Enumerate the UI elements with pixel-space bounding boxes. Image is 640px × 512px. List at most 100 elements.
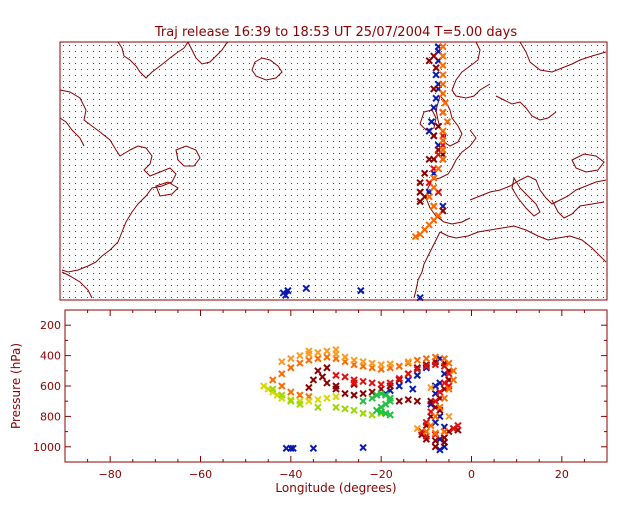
pressure-point-yellow bbox=[260, 382, 268, 390]
map-point-darkred bbox=[432, 64, 440, 72]
pressure-point-darkred bbox=[431, 443, 440, 451]
map-point-darkred bbox=[430, 85, 438, 93]
map-point-blue bbox=[281, 291, 290, 300]
coast-black-sea bbox=[571, 153, 605, 173]
coast-labrador bbox=[59, 117, 85, 147]
pressure-point-red bbox=[440, 379, 449, 387]
map-point-orange bbox=[434, 164, 443, 173]
pressure-point-orange bbox=[296, 391, 304, 399]
pressure-point-yellow bbox=[332, 392, 340, 401]
pressure-point-green bbox=[359, 397, 367, 405]
coast-iceland bbox=[251, 57, 283, 81]
map-point-orange bbox=[411, 232, 420, 241]
pressure-point-red bbox=[454, 421, 462, 430]
coast-italy bbox=[511, 176, 541, 217]
pressure-point-red bbox=[332, 371, 340, 380]
y-axis-label: Pressure (hPa) bbox=[9, 343, 23, 429]
pressure-point-blue bbox=[431, 382, 440, 390]
pressure-point-orange bbox=[431, 353, 440, 361]
pressure-point-green bbox=[381, 400, 390, 408]
pressure-point-darkred bbox=[323, 364, 331, 372]
map-point-orange bbox=[441, 99, 449, 107]
pressure-point-darkred bbox=[314, 367, 322, 375]
coast-britain bbox=[435, 95, 463, 147]
map-point-orange bbox=[425, 193, 433, 201]
map-point-darkred bbox=[416, 179, 424, 187]
pressure-point-red bbox=[368, 379, 376, 387]
pressure-point-red bbox=[449, 424, 458, 433]
pressure-point-darkred bbox=[368, 388, 376, 396]
pressure-point-orange bbox=[422, 354, 431, 363]
pressure-point-darkred bbox=[440, 438, 449, 446]
pressure-point-darkred bbox=[350, 391, 358, 399]
pressure-point-lightorange bbox=[445, 412, 453, 421]
pressure-point-lightorange bbox=[404, 357, 412, 366]
pressure-point-lime bbox=[341, 405, 349, 413]
pressure-point-darkred bbox=[305, 383, 313, 392]
pressure-point-lightorange bbox=[413, 424, 422, 433]
pressure-point-blue bbox=[404, 376, 412, 384]
pressure-point-yellow bbox=[287, 395, 295, 404]
map-point-orange bbox=[439, 108, 447, 117]
x-tick-label: −20 bbox=[370, 468, 393, 481]
pressure-point-blue bbox=[409, 385, 417, 393]
pressure-point-lime bbox=[314, 403, 322, 411]
pressure-point-darkred bbox=[318, 373, 327, 381]
pressure-point-orange bbox=[323, 353, 331, 361]
pressure-point-lime bbox=[350, 406, 358, 415]
coast-nova-scotia bbox=[155, 181, 179, 197]
pressure-point-lightorange bbox=[386, 360, 394, 368]
map-point-blue bbox=[357, 286, 365, 295]
pressure-point-orange bbox=[296, 359, 304, 367]
map-panel bbox=[59, 41, 608, 302]
coast-north-africa bbox=[439, 225, 607, 263]
pressure-point-red bbox=[431, 361, 440, 369]
pressure-point-lime bbox=[359, 409, 367, 418]
pressure-point-darkred bbox=[341, 389, 349, 398]
pressure-panel: −80 −60 −40 −20 0 20 200 400 600 800 1000 Longitu… bbox=[9, 309, 608, 495]
map-point-orange bbox=[439, 146, 447, 154]
pressure-point-red bbox=[350, 379, 358, 387]
pressure-point-red bbox=[445, 370, 453, 378]
pressure-point-darkred bbox=[395, 376, 403, 384]
pressure-point-blue bbox=[289, 444, 297, 453]
pressure-point-lightorange bbox=[305, 347, 313, 355]
pressure-point-red bbox=[431, 430, 440, 439]
pressure-point-green bbox=[372, 406, 381, 415]
pressure-point-orange bbox=[314, 354, 322, 363]
pressure-point-green bbox=[368, 394, 376, 402]
x-axis-ticks: −80 −60 −40 −20 0 20 bbox=[64, 310, 608, 481]
pressure-point-orange bbox=[449, 367, 458, 375]
pressure-point-orange bbox=[445, 359, 453, 367]
map-point-orange bbox=[416, 230, 424, 239]
pressure-point-darkred bbox=[309, 376, 318, 384]
map-point-orange bbox=[430, 174, 438, 182]
map-point-darkred bbox=[425, 57, 433, 65]
coast-greenland bbox=[117, 41, 189, 79]
y-tick-label: 200 bbox=[40, 319, 61, 332]
pressure-point-lightorange bbox=[350, 356, 358, 364]
pressure-point-lime bbox=[332, 403, 340, 411]
pressure-point-orange bbox=[404, 359, 412, 367]
coast-greece-turkey bbox=[551, 199, 605, 219]
pressure-point-orange bbox=[278, 370, 286, 378]
pressure-point-lightorange bbox=[332, 345, 340, 354]
x-tick-label: −60 bbox=[189, 468, 212, 481]
map-point-blue bbox=[427, 118, 436, 126]
pressure-point-blue bbox=[413, 371, 422, 380]
pressure-point-blue bbox=[431, 418, 440, 427]
pressure-trajectory-points bbox=[260, 345, 462, 454]
pressure-point-darkred bbox=[323, 379, 331, 387]
map-point-orange bbox=[439, 136, 447, 145]
map-point-orange bbox=[439, 61, 447, 70]
pressure-point-lime bbox=[287, 397, 295, 405]
map-point-blue bbox=[430, 103, 438, 112]
pressure-point-lightorange bbox=[368, 359, 376, 367]
pressure-point-green bbox=[386, 397, 394, 405]
pressure-point-orange bbox=[427, 421, 435, 430]
map-trajectory-points bbox=[279, 42, 452, 302]
pressure-point-yellow bbox=[323, 394, 331, 402]
x-axis-label: Longitude (degrees) bbox=[275, 481, 396, 495]
coast-norway bbox=[451, 41, 491, 99]
map-point-blue bbox=[284, 286, 292, 295]
